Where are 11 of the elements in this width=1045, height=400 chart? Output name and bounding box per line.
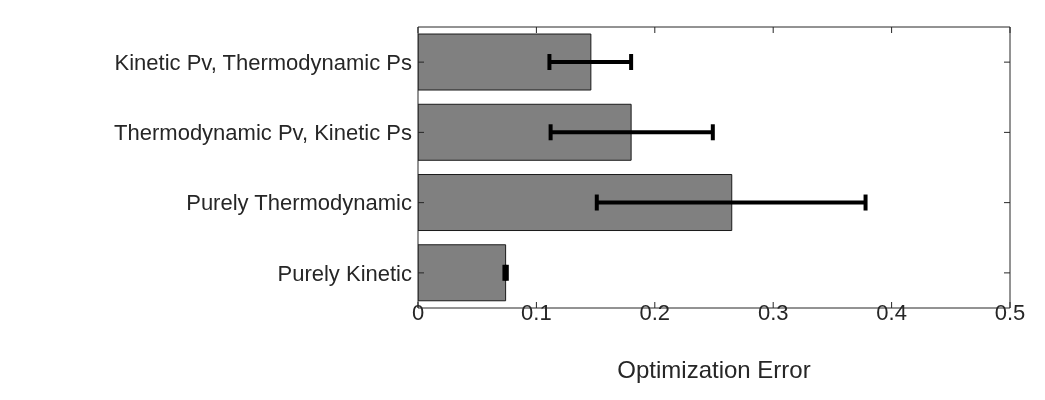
x-tick-label: 0.5 (994, 299, 1026, 325)
x-tick-label: 0.4 (876, 299, 907, 325)
x-tick-label: 0.2 (639, 299, 671, 325)
x-tick-label: 0 (411, 299, 425, 325)
x-tick-label: 0.1 (521, 299, 552, 325)
y-tick-label: Kinetic Pv, Thermodynamic Ps (114, 49, 412, 75)
y-tick-label: Purely Thermodynamic (186, 190, 412, 216)
x-tick-label: 0.3 (757, 299, 789, 325)
y-tick-label: Purely Kinetic (277, 260, 412, 286)
x-axis-title: Optimization Error (617, 356, 811, 383)
y-tick-label: Thermodynamic Pv, Kinetic Ps (114, 120, 412, 146)
